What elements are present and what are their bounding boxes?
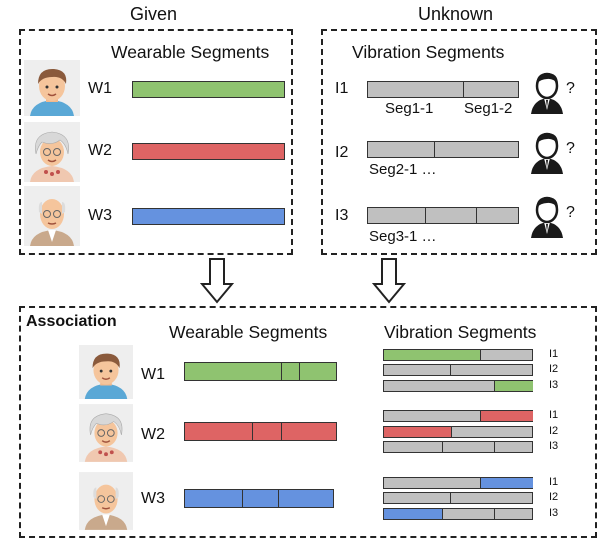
unknown-panel (321, 29, 597, 255)
given-w3-bar (132, 208, 285, 225)
seg2-1-label: Seg2-1 … (369, 161, 437, 178)
unknown-vibration-title: Vibration Segments (352, 42, 505, 62)
segment-divider (299, 363, 300, 380)
given-label: Given (130, 4, 178, 24)
given-w1-bar (132, 81, 285, 98)
segment-divider (281, 363, 282, 380)
seg1-1-label: Seg1-1 (385, 100, 434, 117)
young-man-avatar-icon (24, 60, 80, 116)
down-arrow-icon (372, 258, 406, 304)
unknown-person-icon (531, 72, 563, 114)
unknown-mark: ? (566, 80, 575, 97)
assoc-w1-i1-bar (383, 349, 533, 361)
assoc-w3-i2-bar (383, 492, 533, 504)
association-panel (19, 306, 597, 538)
assoc-w2-i2-label: I2 (549, 425, 559, 437)
assoc-w2-i1-bar (383, 410, 533, 422)
given-wearable-title: Wearable Segments (111, 42, 270, 62)
young-man-avatar-icon (79, 345, 133, 399)
assoc-w2-label: W2 (141, 426, 165, 443)
assoc-w3-i1-bar (383, 477, 533, 489)
segment-divider (242, 490, 243, 507)
assoc-w3-i3-bar (383, 508, 533, 520)
segment-divider (425, 208, 426, 223)
bottom-wearable-title: Wearable Segments (169, 322, 328, 342)
assoc-w1-i3-label: I3 (549, 379, 559, 391)
unknown-i1-bar (367, 81, 519, 98)
given-w3-label: W3 (88, 207, 112, 224)
assoc-w2-i3-label: I3 (549, 440, 559, 452)
assoc-w2-i3-bar (383, 441, 533, 453)
down-arrow-icon (200, 258, 234, 304)
assoc-w2-bar (184, 422, 337, 441)
segment-divider (434, 142, 435, 157)
segment-divider (463, 82, 464, 97)
assoc-w1-bar (184, 362, 337, 381)
unknown-i3-bar (367, 207, 519, 224)
assoc-w1-i2-label: I2 (549, 363, 559, 375)
assoc-w1-label: W1 (141, 366, 165, 383)
old-woman-avatar-icon (24, 122, 80, 182)
unknown-i1-label: I1 (335, 80, 349, 97)
segment-divider (278, 490, 279, 507)
given-w2-label: W2 (88, 142, 112, 159)
seg3-1-label: Seg3-1 … (369, 228, 437, 245)
assoc-w3-i3-label: I3 (549, 507, 559, 519)
unknown-person-icon (531, 196, 563, 238)
segment-divider (252, 423, 253, 440)
assoc-w2-i1-label: I1 (549, 409, 559, 421)
assoc-w1-i1-label: I1 (549, 348, 559, 360)
assoc-w3-label: W3 (141, 490, 165, 507)
old-man-avatar-icon (24, 186, 80, 246)
unknown-i3-label: I3 (335, 207, 349, 224)
unknown-i2-bar (367, 141, 519, 158)
assoc-w1-i2-bar (383, 364, 533, 376)
assoc-w1-i3-bar (383, 380, 533, 392)
given-w1-label: W1 (88, 80, 112, 97)
assoc-w3-i1-label: I1 (549, 476, 559, 488)
unknown-mark: ? (566, 140, 575, 157)
old-woman-avatar-icon (79, 404, 133, 462)
bottom-vibration-title: Vibration Segments (384, 322, 537, 342)
unknown-label: Unknown (418, 4, 494, 24)
segment-divider (281, 423, 282, 440)
assoc-w3-i2-label: I2 (549, 491, 559, 503)
association-label: Association (26, 313, 117, 330)
segment-divider (476, 208, 477, 223)
unknown-person-icon (531, 132, 563, 174)
assoc-w2-i2-bar (383, 426, 533, 438)
unknown-mark: ? (566, 204, 575, 221)
given-panel (19, 29, 293, 255)
assoc-w3-bar (184, 489, 334, 508)
old-man-avatar-icon (79, 472, 133, 530)
seg1-2-label: Seg1-2 (464, 100, 513, 117)
given-w2-bar (132, 143, 285, 160)
unknown-i2-label: I2 (335, 144, 349, 161)
